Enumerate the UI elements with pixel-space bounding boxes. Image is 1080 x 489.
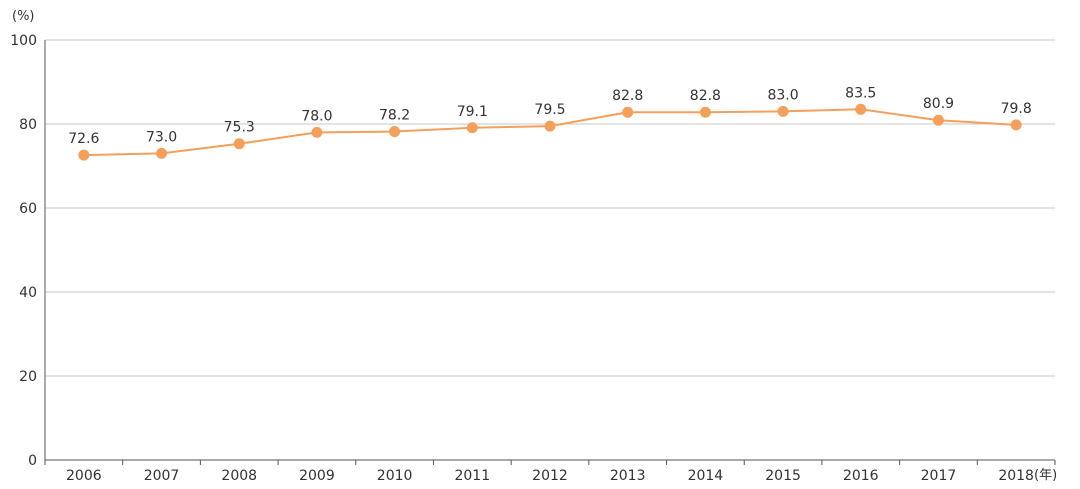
x-tick-label-2017: 2017 (921, 468, 957, 484)
data-label-2010: 78.2 (379, 108, 410, 124)
data-label-2006: 72.6 (68, 131, 99, 147)
x-tick-label-2010: 2010 (377, 468, 413, 484)
y-tick-label-20: 20 (19, 369, 37, 385)
x-tick-label-2009: 2009 (299, 468, 335, 484)
data-label-2012: 79.5 (534, 102, 565, 118)
x-tick-label-2011: 2011 (454, 468, 490, 484)
data-point-2008 (233, 138, 245, 150)
x-tick-label-2008: 2008 (221, 468, 257, 484)
data-point-2015 (777, 105, 789, 117)
data-label-2008: 75.3 (224, 120, 255, 136)
data-point-2016 (855, 103, 867, 115)
data-label-2007: 73.0 (146, 129, 177, 145)
data-point-2013 (622, 106, 634, 118)
series-group (78, 103, 1022, 161)
x-tick-label-2013: 2013 (610, 468, 646, 484)
data-label-2009: 78.0 (301, 108, 332, 124)
data-point-2012 (544, 120, 556, 132)
x-tick-label-2007: 2007 (144, 468, 180, 484)
x-tick-label-2014: 2014 (688, 468, 724, 484)
y-tick-label-60: 60 (19, 201, 37, 217)
data-point-2011 (466, 122, 478, 134)
y-axis-unit-label: (%) (12, 9, 35, 24)
x-axis-unit-label: (年) (1034, 468, 1057, 483)
data-point-2010 (389, 126, 401, 138)
data-label-2016: 83.5 (845, 85, 876, 101)
y-tick-label-0: 0 (28, 453, 37, 469)
data-label-2011: 79.1 (457, 104, 488, 120)
axes (44, 40, 1056, 465)
data-point-2017 (932, 114, 944, 126)
x-tick-label-2016: 2016 (843, 468, 879, 484)
x-tick-label-2015: 2015 (765, 468, 801, 484)
labels-group: 0 20 40 60 80 100 2006 2007 2008 2009 2010 2011 2012… (10, 33, 1034, 484)
data-point-2007 (156, 147, 168, 159)
x-tick-label-2012: 2012 (532, 468, 568, 484)
x-tick-label-2006: 2006 (66, 468, 102, 484)
data-label-2015: 83.0 (767, 87, 798, 103)
y-tick-label-100: 100 (10, 33, 37, 49)
x-tick-label-2018: 2018 (998, 468, 1034, 484)
data-label-2014: 82.8 (690, 88, 721, 104)
data-point-2009 (311, 126, 323, 138)
data-point-2018 (1010, 119, 1022, 131)
gridlines (45, 39, 1055, 377)
y-tick-label-40: 40 (19, 285, 37, 301)
data-label-2013: 82.8 (612, 88, 643, 104)
y-tick-label-80: 80 (19, 117, 37, 133)
data-label-2018: 79.8 (1001, 101, 1032, 117)
data-point-2006 (78, 149, 90, 161)
data-label-2017: 80.9 (923, 96, 954, 112)
data-point-2014 (699, 106, 711, 118)
